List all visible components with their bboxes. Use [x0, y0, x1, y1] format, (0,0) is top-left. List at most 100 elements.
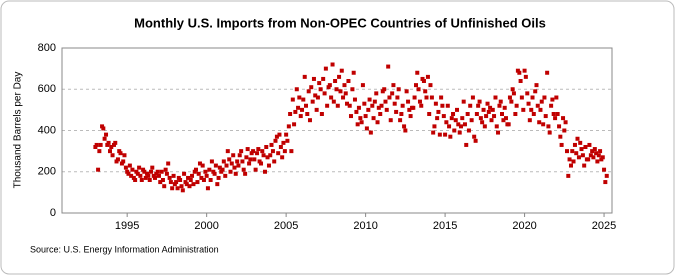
data-point	[315, 95, 320, 100]
data-point	[138, 173, 143, 178]
data-point	[594, 151, 599, 156]
data-point	[579, 147, 584, 152]
data-point	[191, 182, 196, 187]
data-point	[370, 103, 375, 108]
data-point	[172, 182, 177, 187]
data-point	[205, 186, 210, 191]
data-point	[127, 163, 132, 168]
data-point	[424, 95, 429, 100]
data-point	[207, 167, 212, 172]
data-point	[338, 89, 343, 94]
data-point	[543, 114, 548, 119]
plot-border	[61, 47, 613, 214]
data-point	[526, 101, 531, 106]
data-point	[350, 87, 355, 92]
data-point	[197, 161, 202, 166]
data-point	[151, 173, 156, 178]
data-point	[204, 173, 209, 178]
data-point	[257, 159, 262, 164]
data-point	[558, 134, 563, 139]
data-point	[104, 132, 109, 137]
data-point	[525, 91, 530, 96]
data-point	[447, 124, 452, 129]
data-point	[473, 138, 478, 143]
data-point	[121, 159, 126, 164]
data-point	[402, 124, 407, 129]
data-point	[541, 122, 546, 127]
data-point	[345, 101, 350, 106]
data-point	[269, 142, 274, 147]
y-tick-label: 400	[38, 124, 56, 136]
data-point	[419, 103, 424, 108]
data-point	[97, 149, 102, 154]
data-point	[396, 87, 401, 92]
data-point	[101, 126, 106, 131]
data-point	[591, 155, 596, 160]
data-point	[559, 142, 564, 147]
data-point	[276, 151, 281, 156]
data-point	[243, 171, 248, 176]
data-point	[309, 85, 314, 90]
data-point	[493, 95, 498, 100]
data-point	[244, 155, 249, 160]
data-point	[507, 95, 512, 100]
data-point	[587, 142, 592, 147]
data-point	[237, 153, 242, 158]
data-point	[126, 171, 131, 176]
data-point	[546, 124, 551, 129]
data-point	[203, 169, 208, 174]
data-point	[298, 114, 303, 119]
data-point	[264, 145, 269, 149]
data-point	[568, 163, 573, 168]
data-point	[96, 167, 101, 172]
data-point	[571, 159, 576, 164]
data-point	[231, 153, 236, 158]
data-point	[583, 145, 588, 149]
data-point	[469, 118, 474, 123]
data-point	[296, 105, 301, 110]
data-point	[343, 91, 348, 96]
marks-layer	[93, 62, 609, 193]
data-point	[108, 149, 113, 154]
data-point	[327, 83, 332, 88]
x-tick-label: 2005	[274, 220, 298, 232]
data-point	[366, 107, 371, 112]
data-point	[550, 97, 555, 102]
data-point	[329, 95, 334, 100]
data-point	[270, 149, 275, 154]
data-point	[415, 70, 420, 75]
data-point	[251, 149, 256, 154]
data-point	[227, 157, 232, 162]
data-point	[437, 132, 442, 137]
data-point	[321, 76, 326, 81]
data-point	[478, 116, 483, 121]
data-point	[212, 171, 217, 176]
data-point	[356, 105, 361, 110]
data-point	[247, 161, 252, 166]
data-point	[313, 93, 318, 98]
data-point	[335, 103, 340, 108]
data-point	[297, 95, 302, 100]
data-point	[382, 87, 387, 92]
data-point	[154, 171, 159, 176]
data-point	[514, 103, 519, 108]
data-point	[186, 175, 191, 180]
data-point	[348, 114, 353, 119]
data-point	[211, 169, 216, 174]
data-point	[488, 105, 493, 110]
data-point	[490, 107, 495, 112]
data-point	[513, 112, 518, 116]
data-point	[105, 142, 110, 147]
data-point	[277, 132, 282, 137]
data-point	[408, 114, 413, 119]
data-point	[166, 161, 171, 166]
data-point	[184, 182, 189, 187]
data-point	[162, 184, 167, 189]
data-point	[562, 128, 567, 133]
data-point	[339, 68, 344, 73]
data-point	[390, 91, 395, 96]
data-point	[174, 180, 179, 185]
data-point	[457, 130, 462, 135]
data-point	[363, 114, 368, 119]
data-point	[323, 66, 328, 71]
